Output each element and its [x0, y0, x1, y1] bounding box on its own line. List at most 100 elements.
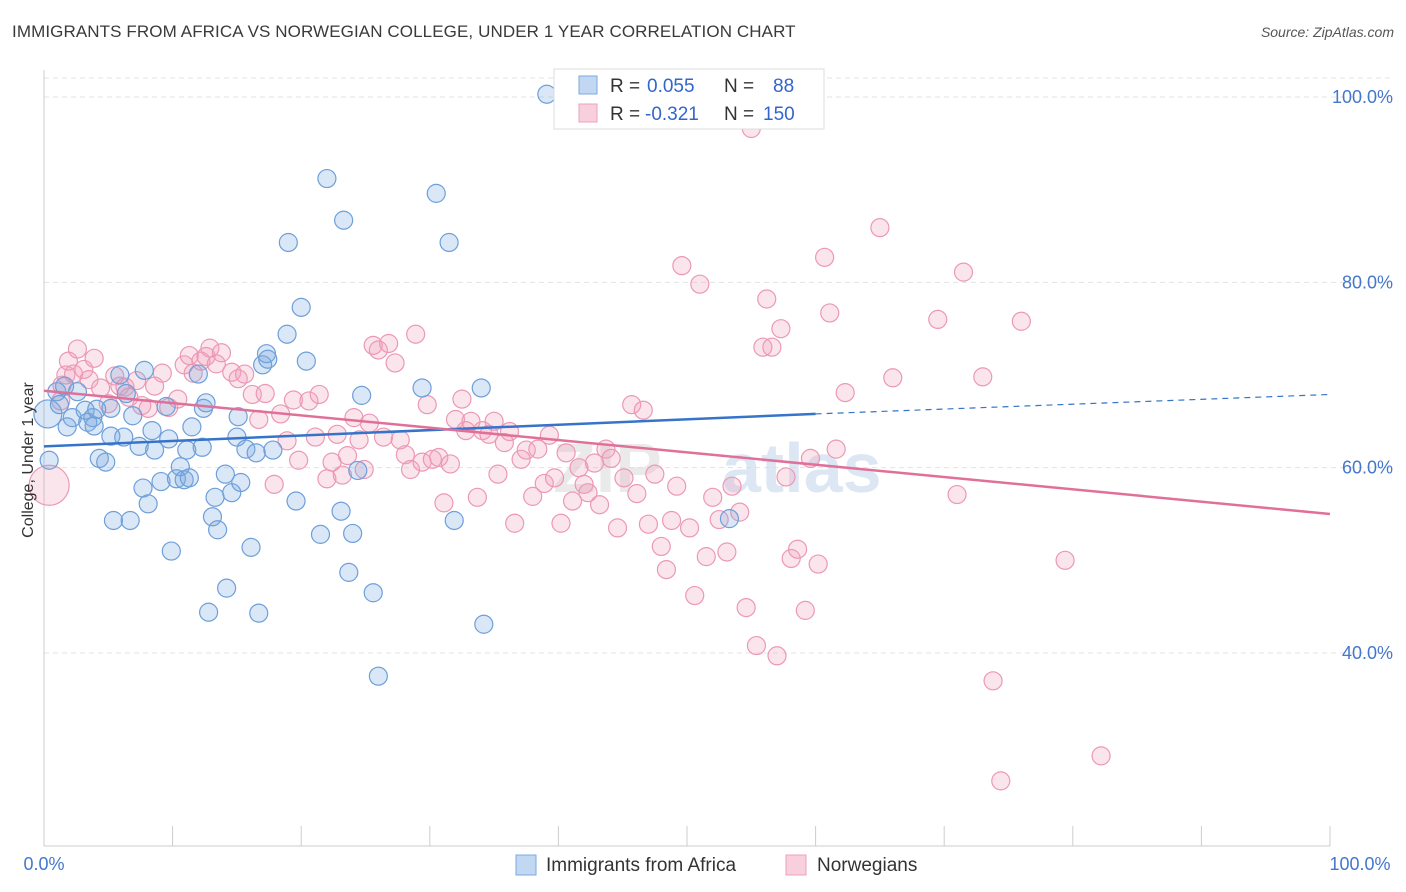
points-layer: [28, 84, 1111, 791]
norwegians-point: [661, 510, 682, 531]
africa-point: [277, 324, 297, 344]
norwegians-point: [578, 483, 598, 503]
norwegians-point: [379, 333, 399, 354]
africa-point: [151, 471, 171, 492]
norwegians-point: [709, 509, 729, 530]
norwegians-point: [757, 289, 777, 309]
africa-point: [310, 524, 331, 544]
norwegians-point: [332, 465, 352, 485]
legend-swatch-africa: [578, 75, 598, 95]
norwegians-point: [1011, 311, 1031, 331]
legend-n-value-norwegians: 150: [763, 104, 795, 125]
africa-point: [57, 417, 77, 437]
norwegians-point: [385, 353, 405, 373]
africa-point: [96, 452, 116, 472]
africa-point: [439, 232, 459, 253]
africa-point: [334, 210, 354, 230]
norwegians-point: [206, 354, 226, 374]
africa-point: [719, 509, 740, 529]
africa-point: [215, 464, 235, 484]
africa-point: [110, 365, 130, 385]
norwegians-point: [289, 450, 309, 470]
africa-point: [101, 398, 121, 418]
norwegians-point: [826, 439, 846, 459]
norwegians-point: [983, 671, 1003, 691]
norwegians-point: [354, 459, 374, 480]
africa-point: [84, 416, 104, 436]
africa-point: [286, 491, 306, 511]
legend-box: R = 0.055 N = 88 R = -0.321 N = 150: [553, 68, 825, 130]
norwegians-point: [349, 430, 369, 450]
norwegians-point: [781, 548, 801, 569]
legend-n-value-africa: 88: [773, 76, 794, 97]
africa-point: [156, 396, 176, 417]
africa-point: [253, 355, 273, 375]
legend-r-value-africa: 0.055: [647, 76, 695, 97]
africa-point: [246, 443, 266, 463]
norwegians-point: [685, 585, 705, 606]
norwegians-point: [395, 445, 415, 465]
norwegians-point: [1055, 550, 1075, 570]
norwegians-point: [815, 247, 835, 267]
africa-point: [138, 494, 158, 514]
norwegians-point: [309, 384, 329, 405]
africa-point: [179, 468, 199, 488]
norwegians-point: [808, 554, 828, 574]
africa-point: [217, 578, 237, 598]
norwegians-point: [771, 319, 791, 339]
bottom-legend: Immigrants from Africa Norwegians: [515, 854, 917, 876]
norwegians-point: [299, 391, 319, 411]
norwegians-point: [622, 395, 642, 415]
africa-point: [196, 393, 216, 413]
norwegians-point: [795, 600, 815, 620]
norwegians-point: [429, 447, 449, 468]
africa-point: [236, 439, 256, 459]
africa-point: [134, 360, 154, 380]
chart-title: IMMIGRANTS FROM AFRICA VS NORWEGIAN COLL…: [12, 22, 796, 41]
norwegians-point: [776, 467, 796, 487]
africa-point: [352, 385, 372, 405]
norwegians-point: [883, 368, 903, 388]
norwegians-point: [488, 464, 508, 484]
africa-point: [263, 440, 283, 460]
norwegians-point: [528, 439, 548, 459]
legend-n-label-norwegians: N =: [724, 104, 754, 125]
norwegians-point: [400, 459, 421, 480]
africa-point: [426, 183, 446, 203]
norwegians-point: [452, 389, 472, 409]
norwegians-point: [152, 363, 172, 383]
africa-point: [182, 417, 202, 437]
africa-point: [231, 472, 251, 493]
bottom-legend-swatch-norwegians: [785, 854, 807, 876]
africa-point: [537, 84, 557, 104]
africa-point: [343, 523, 363, 544]
africa-point: [444, 510, 464, 531]
legend-r-label-norwegians: R =: [610, 104, 640, 125]
norwegians-point: [84, 348, 104, 368]
africa-point: [241, 537, 261, 557]
norwegians-point: [440, 454, 460, 474]
africa-point: [199, 602, 219, 622]
x-tick-label-max: 100.0%: [1329, 854, 1390, 874]
norwegians-point: [607, 518, 628, 538]
africa-point: [161, 541, 181, 561]
trend-layer: [43, 389, 1331, 516]
africa-point: [159, 429, 179, 449]
norwegians-point: [305, 427, 325, 447]
legend-box-frame: [553, 68, 825, 130]
africa-point: [331, 501, 351, 521]
norwegians-point: [638, 514, 659, 534]
norwegians-point: [730, 502, 750, 522]
norwegians-point: [484, 411, 504, 431]
norwegians-point: [556, 443, 576, 463]
africa-point: [228, 407, 248, 427]
norwegians-point: [746, 635, 767, 656]
africa-point: [67, 382, 88, 402]
norwegians-point: [67, 339, 88, 359]
norwegians-trend-line: [43, 389, 1331, 516]
africa-point: [120, 510, 140, 531]
norwegians-point: [870, 218, 890, 238]
norwegians-point: [736, 597, 756, 618]
norwegians-point: [434, 493, 454, 513]
